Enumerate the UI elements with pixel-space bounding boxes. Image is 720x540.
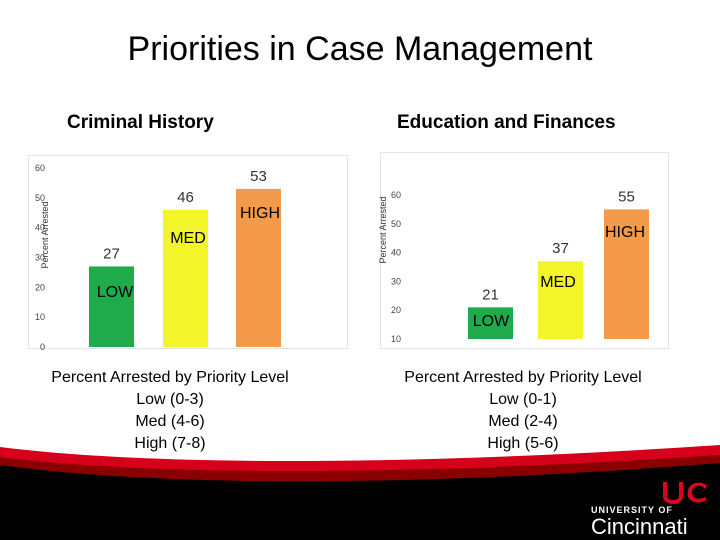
chart-2-y-axis-label: Percent Arrested (378, 196, 388, 263)
chart-2-y-tick-label: 50 (391, 219, 401, 229)
chart-2-category-label: MED (540, 274, 576, 291)
chart-1-category-label: LOW (97, 284, 134, 301)
chart-2-caption-line: Percent Arrested by Priority Level (404, 369, 642, 386)
chart-2-bar-high (604, 209, 649, 339)
chart-2-title: Education and Finances (397, 112, 616, 133)
chart-2-data-label: 21 (482, 286, 499, 303)
chart-2-y-tick-label: 30 (391, 276, 401, 286)
chart-2-data-label: 37 (552, 240, 569, 257)
chart-1-caption-line: Low (0-3) (136, 391, 204, 408)
chart-1-caption-line: Med (4-6) (135, 413, 205, 430)
chart-1-y-tick-label: 20 (35, 282, 45, 292)
chart-1-y-axis-label: Percent Arrested (40, 201, 50, 268)
chart-1-bar-high (236, 188, 281, 347)
chart-2-category-label: HIGH (605, 224, 645, 241)
chart-2-bar-low (468, 307, 513, 339)
logo-university-of: UNIVERSITY OF (591, 505, 673, 515)
slide-title: Priorities in Case Management (127, 30, 593, 68)
chart-2-y-tick-label: 10 (391, 334, 401, 344)
logo-cincinnati: Cincinnati (591, 514, 688, 539)
chart-1-y-tick-label: 50 (35, 193, 45, 203)
chart-2-caption-line: Med (2-4) (488, 413, 558, 430)
chart-2-data-label: 55 (618, 188, 635, 205)
chart-2-y-tick-label: 60 (391, 190, 401, 200)
chart-1-y-tick-label: 60 (35, 163, 45, 173)
chart-1-bar-med (163, 209, 208, 347)
chart-1-data-label: 27 (103, 245, 120, 262)
chart-2-caption: Percent Arrested by Priority Level Low (… (373, 367, 673, 455)
chart-1-y-tick-label: 30 (35, 253, 45, 263)
chart-2-category-label: LOW (473, 313, 510, 330)
footer-swoosh (0, 445, 720, 540)
chart-1-y-tick-label: 10 (35, 312, 45, 322)
chart-1-data-label: 53 (250, 168, 267, 185)
chart-1-caption-line: High (7-8) (134, 435, 206, 452)
chart-1-category-label: MED (170, 230, 206, 247)
chart-1-caption: Percent Arrested by Priority Level Low (… (20, 367, 320, 455)
chart-1-caption-line: Percent Arrested by Priority Level (51, 369, 289, 386)
chart-2-bar-med (538, 261, 583, 339)
uc-seal-icon (663, 482, 707, 504)
chart-2-y-tick-label: 40 (391, 248, 401, 258)
chart-2-caption-line: High (5-6) (487, 435, 559, 452)
chart-1-bar-low (89, 266, 134, 347)
chart-2-caption-line: Low (0-1) (489, 391, 557, 408)
chart-1-category-label: HIGH (240, 205, 280, 222)
chart-2-y-tick-label: 20 (391, 305, 401, 315)
chart-1-y-tick-label: 0 (40, 342, 45, 352)
chart-1-y-tick-label: 40 (35, 223, 45, 233)
chart-1-data-label: 46 (177, 189, 194, 206)
chart-1-title: Criminal History (67, 112, 214, 133)
